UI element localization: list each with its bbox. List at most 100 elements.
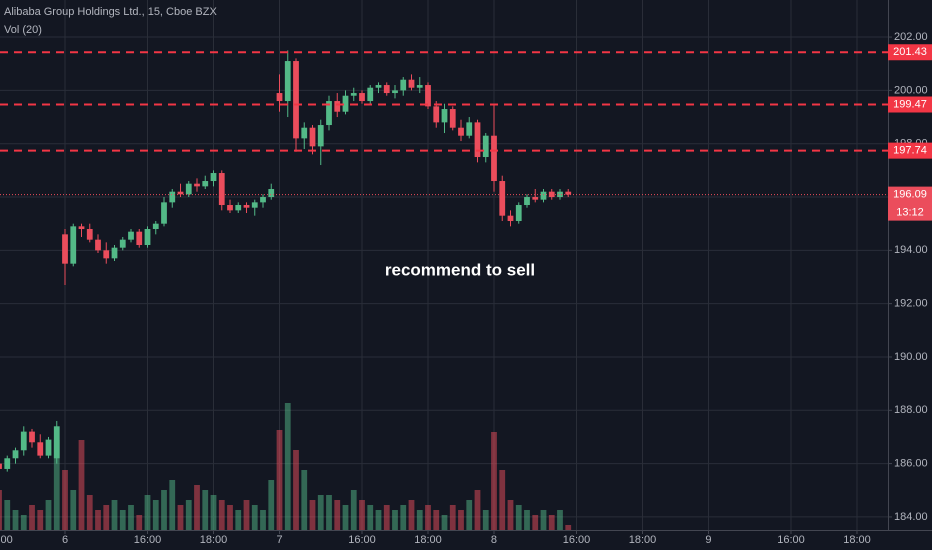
candle-body [507,215,514,222]
y-tick-label: 184.00 [894,511,928,523]
volume-bar [78,440,85,530]
candle-body [350,93,357,96]
x-tick-label: 9 [705,534,711,546]
volume-bar [400,505,407,530]
candle-body [169,191,176,203]
volume-bar [152,500,159,530]
candle-body [392,90,398,94]
candle-body [449,109,456,128]
volume-bar [251,505,258,530]
level-label-bg [888,96,932,113]
candle-body [251,202,258,208]
volume-bar [532,515,539,530]
volume-bar [177,505,184,530]
volume-bar [524,510,530,530]
volume-bar [342,505,349,530]
volume-bar [243,500,250,530]
level-label: 201.43 [893,46,927,58]
candle-body [95,239,101,251]
candle-body [499,181,506,216]
candle-body [425,85,431,107]
candle-body [491,135,497,182]
x-tick-label: 16:00 [777,534,805,546]
candle-body [383,85,390,94]
x-tick-label: 18:00 [843,534,871,546]
candle-body [416,85,423,88]
candle-body [37,442,44,456]
volume-bar [144,495,151,530]
volume-bar [62,470,68,530]
candle-body [433,106,440,123]
x-tick-label: 18:00 [0,534,13,546]
volume-bar [392,510,398,530]
y-tick-label: 186.00 [894,458,928,470]
candle-body [103,250,110,259]
candles [0,50,572,472]
volume-bar [540,510,547,530]
candle-body [0,463,2,469]
volume-bar [136,515,143,530]
volume-bar [29,505,35,530]
candle-body [342,95,349,112]
x-tick-label: 7 [276,534,282,546]
candle-body [202,181,209,187]
level-label-bg [888,44,932,61]
x-tick-label: 16:00 [563,534,591,546]
candle-body [194,183,200,187]
volume-bar [326,495,332,530]
candle-body [128,231,134,240]
candle-body [86,229,93,240]
candle-body [317,125,324,147]
volume-bar [301,470,308,530]
y-tick-label: 188.00 [894,404,928,416]
candle-body [367,87,374,102]
candle-body [359,93,365,102]
volume-bar [317,495,324,530]
annotation: recommend to sell [385,260,535,279]
volume-bar [474,490,481,530]
volume-bar [449,505,456,530]
candle-body [565,191,572,195]
countdown: 13:12 [896,207,924,219]
candle-body [301,127,308,139]
candle-body [70,226,77,264]
candle-body [4,458,11,469]
x-tick-label: 16:00 [134,534,162,546]
volume-bar [185,500,192,530]
candle-body [532,197,539,200]
candle-body [185,183,192,195]
candle-body [111,247,118,259]
candle-body [136,231,143,246]
candle-body [515,205,522,222]
candle-body [152,223,159,230]
candle-body [144,229,151,246]
volume-bar [284,403,291,530]
volume-bar [210,495,217,530]
candle-body [78,226,85,230]
candle-body [540,191,547,200]
volume-bar [334,500,341,530]
volume-bar [375,510,382,530]
candle-body [474,122,481,158]
candle-body [177,191,184,195]
volume-bar [359,500,365,530]
candle-body [408,79,415,88]
y-tick-label: 200.00 [894,84,928,96]
volume-bar [491,432,497,530]
last-price-bg [888,186,932,221]
volume-bar [4,500,11,530]
volume-bar [408,500,415,530]
volume-bar [86,495,93,530]
volume-bar [350,490,357,530]
volume-bar [441,515,448,530]
volume-bar [169,480,176,530]
volume-bar [260,510,266,530]
candle-body [12,450,19,459]
candle-body [268,189,275,198]
candle-body [276,93,283,102]
candle-body [53,426,60,459]
x-tick-label: 8 [491,534,497,546]
x-tick-label: 18:00 [200,534,228,546]
